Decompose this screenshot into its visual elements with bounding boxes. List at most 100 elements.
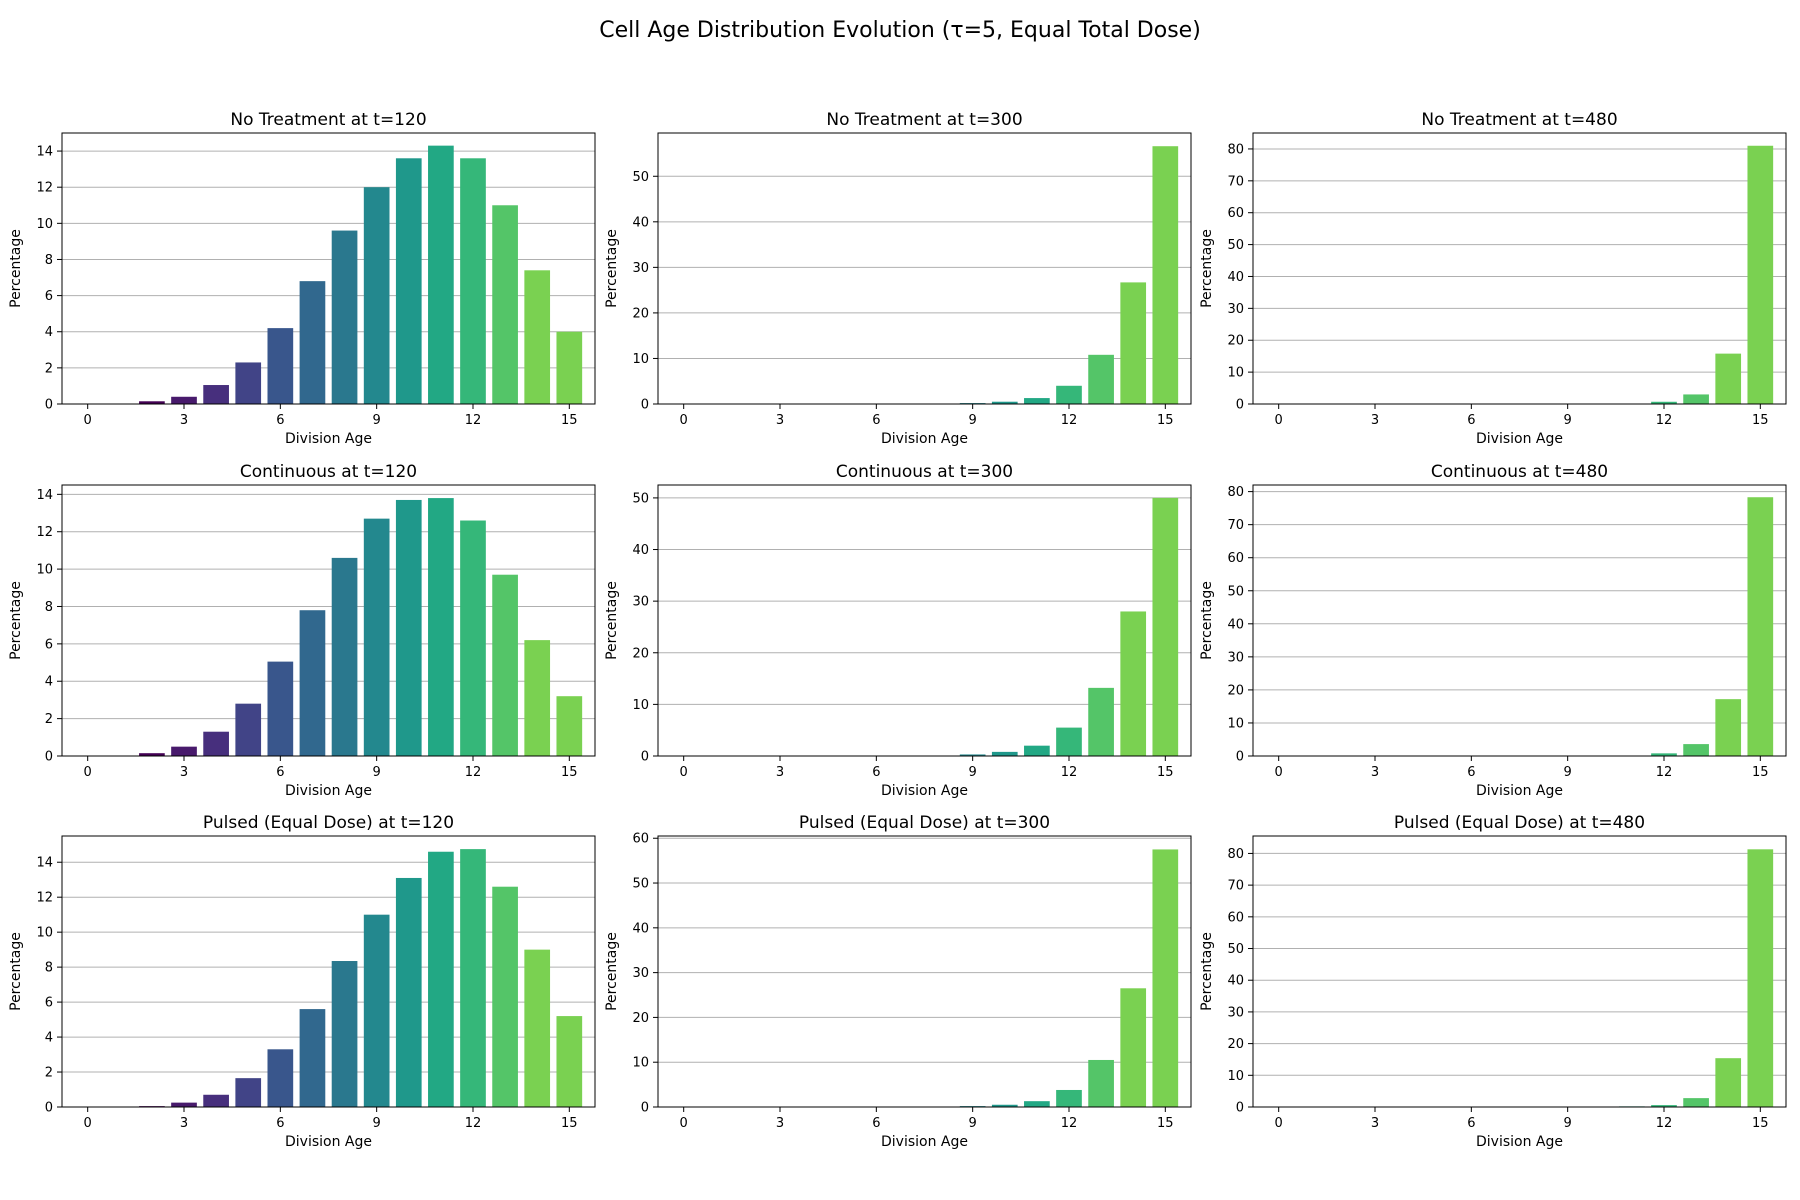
bar-age-13 <box>1683 394 1709 404</box>
bar-age-12 <box>1651 401 1677 404</box>
x-tick-label: 15 <box>1157 1116 1174 1131</box>
y-tick-label: 80 <box>1227 847 1244 862</box>
panel-title: Pulsed (Equal Dose) at t=300 <box>799 813 1050 833</box>
x-tick-label: 6 <box>276 1116 284 1131</box>
x-tick-label: 3 <box>180 1116 188 1131</box>
y-tick-label: 8 <box>45 253 53 268</box>
bar-age-14 <box>524 270 551 404</box>
x-axis-label: Division Age <box>1476 1134 1563 1150</box>
y-tick-label: 30 <box>1227 650 1244 665</box>
x-tick-label: 12 <box>465 413 482 428</box>
y-tick-label: 50 <box>632 491 649 506</box>
panel-1: 0 2 4 6 8 10 12 14 0 3 6 9 12 15 No Treatment at t=120… <box>8 110 596 447</box>
x-tick-label: 12 <box>1656 765 1673 780</box>
y-axis-label: Percentage <box>1199 581 1215 660</box>
y-tick-label: 20 <box>1227 334 1244 349</box>
y-tick-label: 12 <box>36 181 53 196</box>
y-tick-label: 80 <box>1227 485 1244 500</box>
y-tick-label: 70 <box>1227 518 1244 533</box>
bar-age-11 <box>1024 398 1050 404</box>
bar-age-14 <box>524 640 551 756</box>
panel-title: No Treatment at t=480 <box>1421 110 1617 130</box>
bar-age-13 <box>1683 744 1709 756</box>
bar-age-12 <box>1056 727 1082 756</box>
y-tick-label: 60 <box>1227 910 1244 925</box>
y-tick-label: 40 <box>632 921 649 936</box>
bar-age-7 <box>299 281 326 404</box>
x-tick-label: 9 <box>969 1116 977 1131</box>
bar-age-10 <box>395 499 422 756</box>
y-tick-label: 10 <box>632 1056 649 1071</box>
y-tick-label: 60 <box>1227 206 1244 221</box>
plot-frame <box>61 835 596 1108</box>
x-tick-label: 6 <box>276 413 284 428</box>
bar-age-13 <box>492 886 518 1107</box>
figure-title: Cell Age Distribution Evolution (τ=5, Eq… <box>599 18 1201 43</box>
bar-age-3 <box>171 396 197 404</box>
bar-age-14 <box>1120 282 1147 404</box>
bar-age-13 <box>492 205 518 404</box>
y-axis-label: Percentage <box>8 932 24 1011</box>
y-tick-label: 30 <box>632 966 649 981</box>
panel-title: Continuous at t=480 <box>1431 462 1608 482</box>
x-tick-label: 12 <box>465 765 482 780</box>
bar-age-2 <box>139 753 165 756</box>
y-tick-label: 4 <box>45 1031 53 1046</box>
y-tick-label: 0 <box>45 398 53 413</box>
panel-7: 0 2 4 6 8 10 12 14 0 3 6 9 12 15 Pulsed (Equal Dose) a… <box>8 813 596 1150</box>
x-tick-label: 15 <box>1752 765 1769 780</box>
y-tick-label: 10 <box>632 352 649 367</box>
x-tick-label: 3 <box>1371 413 1379 428</box>
panel-9: 0 10 20 30 40 50 60 70 80 0 3 6 9 12 15 Pulsed (Equal D… <box>1199 813 1787 1150</box>
y-tick-label: 30 <box>1227 302 1244 317</box>
bar-age-15 <box>1747 145 1774 405</box>
x-tick-label: 12 <box>1656 1116 1673 1131</box>
y-axis-label: Percentage <box>1199 229 1215 308</box>
x-axis-label: Division Age <box>285 1134 372 1150</box>
x-tick-label: 3 <box>776 1116 784 1131</box>
bar-age-6 <box>267 328 294 404</box>
y-tick-label: 6 <box>45 289 53 304</box>
y-tick-label: 60 <box>632 832 649 847</box>
x-tick-label: 9 <box>1564 765 1572 780</box>
panel-title: No Treatment at t=120 <box>230 110 426 130</box>
bar-age-11 <box>428 498 454 756</box>
x-tick-label: 12 <box>1061 1116 1078 1131</box>
bar-age-12 <box>1651 1105 1677 1107</box>
bar-age-15 <box>1747 497 1774 756</box>
bar-age-14 <box>1120 611 1147 756</box>
y-tick-label: 12 <box>36 525 53 540</box>
bar-age-11 <box>428 851 454 1107</box>
y-tick-label: 50 <box>1227 584 1244 599</box>
x-tick-label: 15 <box>1752 1116 1769 1131</box>
bar-age-7 <box>299 610 326 756</box>
bar-age-12 <box>460 158 486 404</box>
bar-age-2 <box>139 401 165 404</box>
y-tick-label: 70 <box>1227 174 1244 189</box>
y-axis-label: Percentage <box>604 229 620 308</box>
panel-6: 0 10 20 30 40 50 60 70 80 0 3 6 9 12 15 Continuous at t… <box>1199 462 1787 799</box>
panel-title: No Treatment at t=300 <box>826 110 1022 130</box>
y-tick-label: 80 <box>1227 142 1244 157</box>
x-tick-label: 12 <box>1656 413 1673 428</box>
y-tick-label: 20 <box>632 306 649 321</box>
x-tick-label: 15 <box>561 765 578 780</box>
y-tick-label: 0 <box>641 750 649 765</box>
x-tick-label: 6 <box>1467 413 1475 428</box>
x-tick-label: 9 <box>373 413 381 428</box>
bar-age-15 <box>1747 849 1774 1107</box>
y-tick-label: 10 <box>1227 716 1244 731</box>
x-tick-label: 15 <box>561 413 578 428</box>
y-tick-label: 20 <box>1227 683 1244 698</box>
y-tick-label: 14 <box>36 145 53 160</box>
x-tick-label: 3 <box>776 413 784 428</box>
bar-age-10 <box>395 877 422 1107</box>
bar-age-15 <box>556 331 583 404</box>
bar-age-4 <box>203 385 229 404</box>
x-axis-label: Division Age <box>881 431 968 447</box>
y-tick-label: 50 <box>1227 238 1244 253</box>
y-tick-label: 70 <box>1227 879 1244 894</box>
y-tick-label: 6 <box>45 637 53 652</box>
y-tick-label: 30 <box>632 261 649 276</box>
x-tick-label: 0 <box>680 765 688 780</box>
